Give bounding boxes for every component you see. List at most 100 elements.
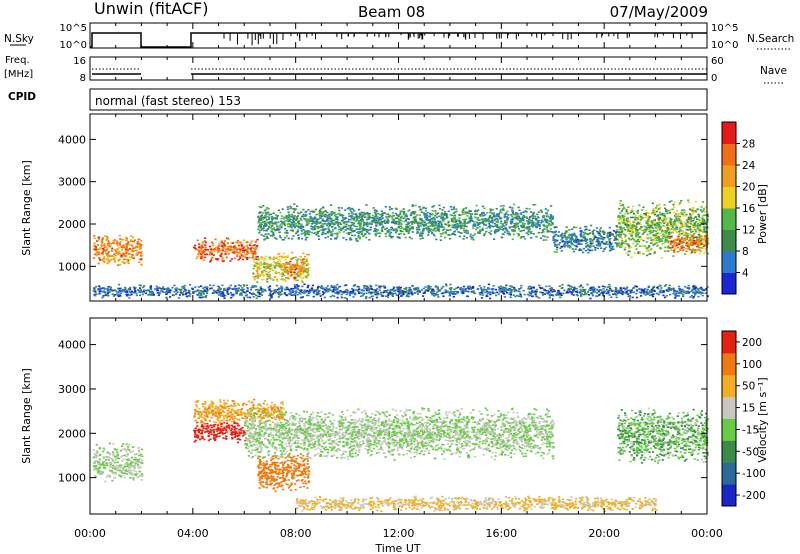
data-cell [140,240,143,242]
data-cell [639,219,642,221]
data-cell [431,290,434,292]
data-cell [412,221,415,224]
data-cell [474,210,477,213]
data-cell [390,229,393,231]
data-cell [301,267,304,269]
data-cell [355,239,358,242]
data-cell [285,215,288,218]
data-cell [477,222,480,225]
data-cell [305,264,308,267]
data-cell [528,208,531,210]
data-cell [131,247,135,250]
data-cell [530,221,533,224]
data-cell [573,241,576,243]
data-cell [389,288,392,291]
data-cell [698,237,701,240]
data-cell [676,231,679,234]
data-cell [532,204,535,206]
data-cell [198,290,201,292]
data-cell [643,212,646,215]
data-cell [536,220,539,222]
data-cell [294,287,297,289]
data-cell [94,248,97,251]
data-cell [409,228,412,230]
data-cell [423,214,426,216]
data-cell [289,266,292,269]
data-cell [280,215,284,217]
data-cell [693,243,697,246]
data-cell [200,257,203,260]
data-cell [650,242,653,244]
data-cell [442,226,445,228]
data-cell [565,292,568,294]
data-cell [200,249,203,252]
data-cell [634,218,637,221]
data-cell [389,214,392,217]
data-cell [366,216,369,219]
data-cell [523,223,526,226]
data-cell [614,237,617,239]
data-cell [491,221,494,224]
data-cell [484,291,487,294]
data-cell [352,222,355,225]
data-cell [623,223,627,225]
data-cell [304,219,307,221]
data-cell [367,223,370,225]
data-cell [409,214,413,217]
data-cell [284,266,287,269]
data-cell [527,233,530,236]
data-cell [662,221,665,224]
data-cell [520,284,523,287]
data-cell [440,213,443,215]
data-cell [371,219,374,222]
data-cell [288,274,292,277]
data-cell [131,236,135,239]
data-cell [678,227,682,229]
data-cell [635,229,638,231]
data-cell [304,256,307,258]
data-cell [319,211,322,214]
data-cell [291,263,294,266]
data-cell [679,222,682,224]
data-cell [98,236,101,239]
data-cell [689,217,693,219]
data-cell [124,258,128,260]
data-cell [264,263,267,265]
data-cell [337,207,340,209]
data-cell [313,227,316,230]
data-cell [366,218,369,221]
data-cell [322,214,325,217]
data-cell [131,249,134,252]
data-cell [560,250,563,252]
data-cell [478,223,481,225]
data-cell [481,205,484,208]
data-cell [378,219,381,221]
data-cell [419,238,422,240]
data-cell [351,230,354,233]
data-cell [239,250,242,252]
data-cell [540,219,543,222]
data-cell [271,215,274,218]
data-cell [653,213,657,216]
data-cell [596,244,599,247]
data-cell [427,230,430,233]
data-cell [608,240,611,242]
data-cell [696,242,699,244]
data-cell [577,240,580,243]
data-cell [385,216,388,218]
data-cell [376,288,379,290]
data-cell [567,241,570,243]
data-cell [143,285,146,287]
data-cell [116,252,119,254]
data-cell [307,230,310,232]
data-cell [273,276,276,278]
data-cell [485,220,488,223]
data-cell [499,217,502,220]
data-cell [250,250,253,252]
data-cell [504,227,507,229]
data-cell [679,229,683,232]
data-cell [105,252,108,255]
data-cell [496,218,499,221]
data-cell [419,225,422,227]
data-cell [124,288,127,290]
